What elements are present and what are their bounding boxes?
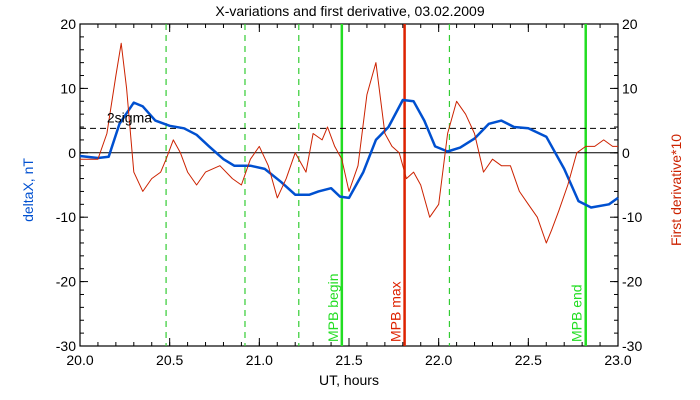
chart-title: X-variations and first derivative, 03.02… [215, 3, 484, 19]
marker-label-6: MPB end [569, 284, 585, 342]
series-0-line [79, 98, 619, 209]
x-tick-label: 22.0 [425, 352, 452, 368]
y-axis-left: 20 10 0 -10 -20 -30 [56, 16, 88, 354]
y-right-tick-label: -10 [622, 209, 642, 225]
y-axis-right: 20 10 0 -10 -20 -30 [610, 16, 642, 354]
y-left-tick-label: -30 [56, 338, 76, 354]
series-lines [79, 42, 619, 244]
x-tick-label: 21.0 [246, 352, 273, 368]
series-1-line [80, 42, 618, 244]
x-tick-label: 20.0 [66, 352, 93, 368]
y-right-tick-label: 10 [622, 80, 638, 96]
marker-labels: MPB begin MPB max MPB end [325, 274, 585, 342]
y-right-tick-label: 0 [622, 145, 630, 161]
marker-label-4: MPB begin [325, 274, 341, 342]
y-right-tick-label: -30 [622, 338, 642, 354]
y-left-tick-label: 20 [60, 16, 76, 32]
reference-lines [80, 127, 618, 154]
marker-label-5: MPB max [388, 281, 404, 342]
plot-frame [79, 23, 619, 347]
x-tick-label: 22.5 [515, 352, 542, 368]
x-axis: 20.0 20.5 21.0 21.5 22.0 22.5 23.0 [66, 24, 632, 368]
x-tick-label: 23.0 [604, 352, 631, 368]
y-left-tick-label: -10 [56, 209, 76, 225]
y-axis-right-label: First derivative*10 [668, 134, 684, 246]
y-left-tick-label: 0 [68, 145, 76, 161]
y-axis-left-label: deltaX, nT [20, 158, 36, 222]
x-tick-label: 21.5 [335, 352, 362, 368]
y-left-tick-label: -20 [56, 274, 76, 290]
y-right-tick-label: -20 [622, 274, 642, 290]
x-axis-label: UT, hours [319, 372, 379, 388]
y-left-tick-label: 10 [60, 80, 76, 96]
threshold-label: 2sigma [107, 109, 152, 125]
x-tick-label: 20.5 [156, 352, 183, 368]
y-right-tick-label: 20 [622, 16, 638, 32]
marker-lines [165, 24, 587, 346]
